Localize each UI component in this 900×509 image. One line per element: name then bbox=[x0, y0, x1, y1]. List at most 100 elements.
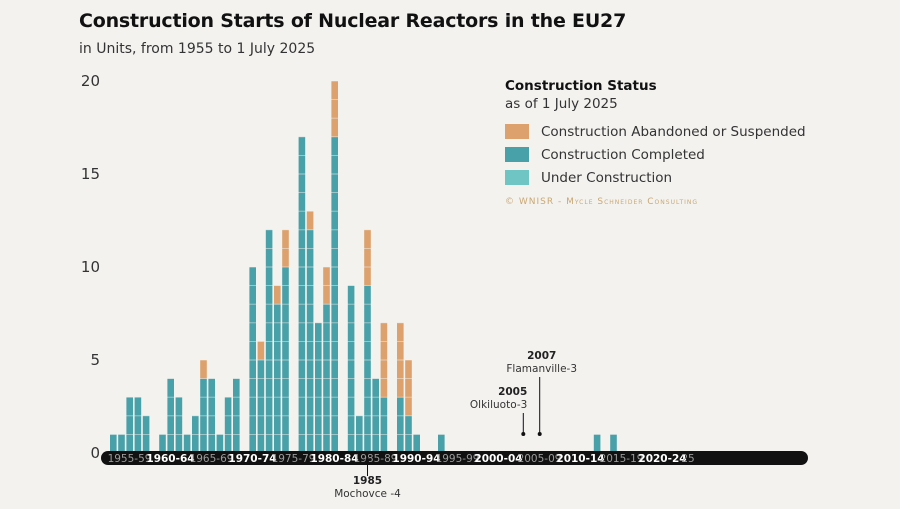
legend-label-abandoned: Construction Abandoned or Suspended bbox=[541, 123, 806, 140]
bar-completed bbox=[364, 285, 371, 453]
bar-completed bbox=[175, 397, 183, 453]
legend-item-abandoned: Construction Abandoned or Suspended bbox=[505, 120, 806, 143]
y-tick-label: 20 bbox=[81, 72, 100, 90]
bar-completed bbox=[298, 136, 306, 454]
bar-completed-rect bbox=[175, 397, 183, 453]
bar-completed bbox=[159, 434, 166, 453]
legend-item-under-construction: Under Construction bbox=[505, 166, 806, 189]
bar-completed-rect bbox=[347, 285, 355, 453]
bar-completed-rect bbox=[126, 397, 133, 453]
bar-completed-rect bbox=[118, 434, 125, 453]
bar-completed bbox=[438, 434, 445, 453]
bar-completed bbox=[224, 397, 232, 453]
bar-completed bbox=[216, 434, 224, 453]
bar-completed-rect bbox=[397, 397, 404, 453]
bar-completed-rect bbox=[257, 360, 265, 453]
bar-completed bbox=[183, 434, 191, 453]
legend-label-under-construction: Under Construction bbox=[541, 169, 673, 186]
x-era-label: 1975-79 bbox=[272, 453, 316, 465]
bar-completed-rect bbox=[110, 434, 117, 453]
bar-completed-rect bbox=[315, 322, 322, 453]
legend-item-completed: Construction Completed bbox=[505, 143, 806, 166]
x-era-label: 2015-19 bbox=[600, 453, 644, 465]
annotation-dot bbox=[521, 432, 526, 436]
x-era-label: 1965-69 bbox=[190, 453, 234, 465]
bar-abandoned-rect bbox=[405, 360, 412, 416]
x-era-label: 2005-09 bbox=[518, 453, 562, 465]
bar-abandoned bbox=[274, 285, 281, 305]
annotation-name: Mochovce -4 bbox=[334, 488, 401, 500]
chart-legend: Construction Status as of 1 July 2025 Co… bbox=[505, 78, 806, 207]
bar-completed bbox=[257, 360, 265, 453]
bar-abandoned bbox=[405, 360, 412, 416]
bar-completed bbox=[347, 285, 355, 453]
chart-title: Construction Starts of Nuclear Reactors … bbox=[79, 10, 627, 32]
bar-completed-rect bbox=[593, 434, 601, 453]
x-era-label: 1980-84 bbox=[310, 453, 358, 465]
bar-abandoned bbox=[331, 81, 338, 137]
bar-completed-rect bbox=[216, 434, 224, 453]
bar-completed bbox=[331, 136, 338, 454]
annotation-year: 2007 bbox=[527, 350, 556, 362]
annotation-name: Olkiluoto-3 bbox=[470, 399, 527, 411]
bar-completed bbox=[610, 434, 617, 453]
annotation-dot bbox=[537, 432, 542, 436]
bar-completed bbox=[315, 322, 322, 453]
bar-completed bbox=[593, 434, 601, 453]
credit-text: © WNISR - Mycle Schneider Consulting bbox=[505, 197, 699, 207]
legend-swatch-abandoned bbox=[505, 124, 529, 139]
y-tick-label: 5 bbox=[90, 351, 100, 369]
legend-title: Construction Status bbox=[505, 78, 657, 94]
bar-completed-rect bbox=[298, 136, 306, 454]
bar-completed-rect bbox=[224, 397, 232, 453]
bar-abandoned-rect bbox=[306, 211, 314, 230]
bar-completed bbox=[110, 434, 117, 453]
bar-completed bbox=[134, 397, 142, 453]
bar-completed-rect bbox=[183, 434, 191, 453]
bar-completed-rect bbox=[134, 397, 142, 453]
bar-abandoned-rect bbox=[257, 341, 265, 360]
x-era-label: 1955-59 bbox=[108, 453, 152, 465]
y-tick-label: 15 bbox=[81, 165, 100, 183]
x-era-label: 1995-99 bbox=[436, 453, 480, 465]
chart-subtitle: in Units, from 1955 to 1 July 2025 bbox=[79, 41, 316, 57]
bar-completed-rect bbox=[364, 285, 371, 453]
bar-completed bbox=[380, 397, 388, 453]
bar-abandoned-rect bbox=[200, 360, 207, 379]
bar-abandoned bbox=[364, 229, 371, 286]
bar-completed-rect bbox=[413, 434, 420, 453]
y-tick-label: 10 bbox=[81, 258, 100, 276]
bar-abandoned-rect bbox=[274, 285, 281, 305]
x-era-label: 1990-94 bbox=[392, 453, 440, 465]
annotation-year: 2005 bbox=[498, 386, 527, 398]
y-tick-label: 0 bbox=[90, 444, 100, 462]
bar-completed bbox=[397, 397, 404, 453]
annotation-dot bbox=[365, 458, 370, 462]
bar-completed-rect bbox=[331, 136, 338, 454]
bar-abandoned bbox=[257, 341, 265, 360]
bar-abandoned-rect bbox=[364, 229, 371, 286]
legend-swatch-completed bbox=[505, 147, 529, 162]
bar-abandoned-rect bbox=[331, 81, 338, 137]
bar-abandoned bbox=[306, 211, 314, 230]
x-era-label: 1960-64 bbox=[146, 453, 194, 465]
x-era-label: 2020-24 bbox=[638, 453, 686, 465]
annotation-year: 1985 bbox=[353, 475, 382, 487]
bar-abandoned bbox=[200, 360, 207, 379]
bar-completed bbox=[118, 434, 125, 453]
bar-completed-rect bbox=[380, 397, 388, 453]
legend-label-completed: Construction Completed bbox=[541, 146, 705, 163]
x-era-label: 1985-89 bbox=[354, 453, 398, 465]
x-era-label: 2010-14 bbox=[556, 453, 604, 465]
x-era-label: 1970-74 bbox=[228, 453, 276, 465]
x-axis-bar bbox=[101, 451, 808, 465]
annotation-name: Flamanville-3 bbox=[506, 363, 577, 375]
bar-completed-rect bbox=[438, 434, 445, 453]
bar-completed bbox=[126, 397, 133, 453]
legend-swatch-under-construction bbox=[505, 170, 529, 185]
x-era-label: 2000-04 bbox=[474, 453, 522, 465]
bar-completed-rect bbox=[610, 434, 617, 453]
x-era-label: 25 bbox=[681, 453, 694, 465]
bar-completed-rect bbox=[159, 434, 166, 453]
